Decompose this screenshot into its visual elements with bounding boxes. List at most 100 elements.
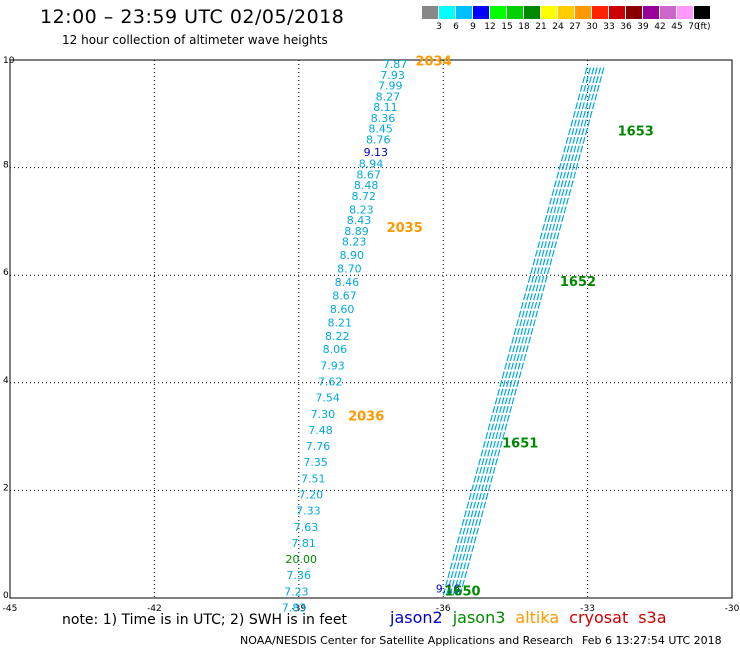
wave-height-label: 8.11 xyxy=(373,101,398,114)
color-scale-swatch xyxy=(524,6,541,19)
y-tick-label: 0 xyxy=(3,591,9,601)
y-tick-label: 6 xyxy=(3,268,9,278)
color-scale-label: 15 xyxy=(501,22,513,32)
wave-height-label: 8.90 xyxy=(339,249,364,262)
wave-height-label: 8.70 xyxy=(337,263,362,276)
color-scale-label: 33 xyxy=(603,22,615,32)
pass-time-label: 2036 xyxy=(348,409,384,424)
ground-track-line xyxy=(445,65,592,596)
wave-height-label: 7.83 xyxy=(282,601,307,614)
y-tick-label: 8 xyxy=(3,161,9,171)
color-scale-label: 36 xyxy=(620,22,632,32)
wave-height-label: 9.13 xyxy=(364,146,389,159)
pass-time-label: 1650 xyxy=(444,584,480,599)
wave-height-label: 8.06 xyxy=(323,343,348,356)
color-scale-swatch xyxy=(422,6,439,19)
wave-height-label: 7.23 xyxy=(284,585,309,598)
wave-height-label: 8.36 xyxy=(371,112,396,125)
ground-track-line xyxy=(459,65,606,596)
color-scale-label: 70 xyxy=(688,22,700,32)
color-scale-swatch xyxy=(660,6,677,19)
chart-subtitle: 12 hour collection of altimeter wave hei… xyxy=(62,33,328,47)
color-scale-swatch xyxy=(541,6,558,19)
color-scale-label: 45 xyxy=(671,22,683,32)
color-scale-swatch xyxy=(558,6,575,19)
wave-height-label: 8.43 xyxy=(347,214,372,227)
color-scale-label: 39 xyxy=(637,22,649,32)
color-scale-swatch xyxy=(507,6,524,19)
pass-time-label: 1651 xyxy=(502,436,538,451)
wave-height-label: 7.33 xyxy=(296,505,321,518)
y-tick-label: 4 xyxy=(3,376,9,386)
color-scale-unit: (ft) xyxy=(697,22,711,32)
x-tick-label: -45 xyxy=(3,604,18,614)
color-scale-swatch xyxy=(626,6,643,19)
ground-track-line xyxy=(456,65,602,596)
y-tick-label: 2 xyxy=(3,483,9,493)
x-tick-label: -33 xyxy=(580,604,595,614)
wave-height-label: 9.16 xyxy=(436,583,461,596)
color-scale-swatch xyxy=(473,6,490,19)
satellite-legend: jason2 jason3 altika cryosat s3a xyxy=(390,608,677,627)
color-scale-label: 6 xyxy=(453,22,459,32)
color-scale-swatch xyxy=(643,6,660,19)
wave-height-label: 7.48 xyxy=(308,424,333,437)
color-scale-swatch xyxy=(677,6,694,19)
credit-line: NOAA/NESDIS Center for Satellite Applica… xyxy=(240,634,574,647)
wave-height-label: 8.72 xyxy=(352,190,377,203)
plot-frame xyxy=(9,59,733,599)
satellite-legend-item: altika xyxy=(515,608,560,627)
wave-height-label: 8.60 xyxy=(330,303,355,316)
ground-track-line xyxy=(442,65,589,596)
wave-height-label: 8.23 xyxy=(349,203,374,216)
satellite-legend-item: s3a xyxy=(638,608,667,627)
wave-height-label: 8.94 xyxy=(359,158,384,171)
wave-height-label: 7.76 xyxy=(306,440,331,453)
wave-height-label: 8.23 xyxy=(342,236,367,249)
wave-height-label: 7.30 xyxy=(311,408,336,421)
color-scale-label: 42 xyxy=(654,22,666,32)
color-scale-label: 18 xyxy=(518,22,530,32)
x-tick-label: -42 xyxy=(147,604,162,614)
color-scale-swatch xyxy=(456,6,473,19)
wave-height-label: 8.89 xyxy=(344,225,369,238)
color-scale-swatch xyxy=(490,6,507,19)
ground-track-line xyxy=(449,65,595,596)
x-tick-label: -36 xyxy=(436,604,451,614)
satellite-legend-item: cryosat xyxy=(569,608,629,627)
wave-height-label: 8.76 xyxy=(366,133,391,146)
color-scale-swatch xyxy=(592,6,609,19)
color-scale-label: 3 xyxy=(436,22,442,32)
wave-height-label: 8.67 xyxy=(332,289,357,302)
ground-track-line xyxy=(452,65,599,596)
wave-height-label: 7.36 xyxy=(287,569,312,582)
wave-height-label: 7.51 xyxy=(301,472,326,485)
x-tick-label: -30 xyxy=(725,604,740,614)
satellite-legend-item: jason3 xyxy=(452,608,506,627)
wave-height-label: 7.63 xyxy=(294,521,319,534)
wave-height-label: 8.21 xyxy=(327,316,352,329)
wave-height-label: 8.48 xyxy=(354,179,379,192)
color-scale-label: 27 xyxy=(569,22,581,32)
wave-height-label: 7.87 xyxy=(383,58,408,71)
color-scale-label: 21 xyxy=(535,22,547,32)
color-scale-label: 12 xyxy=(484,22,496,32)
color-scale-label: 24 xyxy=(552,22,564,32)
color-scale-swatch xyxy=(694,6,711,19)
wave-height-label: 8.27 xyxy=(376,90,401,103)
color-scale-swatch xyxy=(575,6,592,19)
wave-height-label: 7.62 xyxy=(318,375,343,388)
wave-height-label: 8.45 xyxy=(368,123,393,136)
x-tick-label: -39 xyxy=(291,604,306,614)
wave-height-label: 7.99 xyxy=(378,80,403,93)
pass-time-label: 2035 xyxy=(387,221,423,236)
wave-height-label: 7.35 xyxy=(303,456,328,469)
chart-title: 12:00 – 23:59 UTC 02/05/2018 xyxy=(40,6,345,28)
wave-height-label: 8.46 xyxy=(335,276,360,289)
wave-height-label: 8.22 xyxy=(325,330,350,343)
wave-height-label: 7.93 xyxy=(320,359,345,372)
wave-height-label: 8.67 xyxy=(356,168,381,181)
wave-height-label: 7.81 xyxy=(291,537,316,550)
wave-height-label: 7.54 xyxy=(315,392,340,405)
